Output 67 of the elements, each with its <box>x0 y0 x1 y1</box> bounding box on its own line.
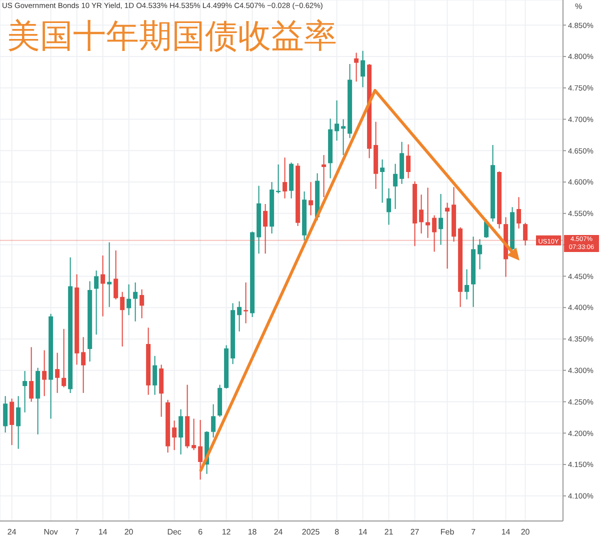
x-tick-label: 7 <box>471 528 476 536</box>
x-tick-label: 14 <box>501 528 511 536</box>
candlestick <box>62 328 66 388</box>
candlestick <box>22 370 28 413</box>
x-tick-label: 2025 <box>302 528 320 536</box>
candlestick <box>178 408 184 455</box>
x-tick-label: 6 <box>198 528 204 536</box>
candlestick <box>42 350 47 397</box>
x-tick-label: 27 <box>410 528 420 536</box>
x-tick-label: 12 <box>222 528 232 536</box>
x-tick-label: 20 <box>124 528 134 536</box>
candlestick <box>322 154 326 198</box>
candlestick <box>263 204 268 254</box>
candlestick <box>10 398 14 446</box>
candlestick <box>386 188 392 226</box>
candlestick <box>360 50 366 88</box>
x-tick-label: Dec <box>167 528 182 536</box>
x-tick-label: 7 <box>74 528 80 536</box>
candlestick <box>81 336 86 394</box>
candlestick <box>464 268 470 300</box>
candlestick <box>140 288 144 319</box>
candlestick <box>308 182 314 216</box>
candlestick <box>133 282 138 322</box>
candlestick <box>354 52 359 82</box>
candlestick <box>432 214 437 252</box>
x-tick-label: 20 <box>520 528 530 536</box>
candlestick <box>406 144 411 179</box>
x-tick-label: 18 <box>248 528 258 536</box>
candlestick <box>445 202 450 270</box>
candlestick <box>523 222 528 246</box>
candlestick <box>114 250 118 300</box>
candlestick <box>393 163 398 210</box>
candlestick <box>3 396 8 433</box>
candlestick <box>55 352 60 394</box>
text: 美国十年期国债收益率 <box>7 15 337 57</box>
candlestick <box>341 118 346 156</box>
candlestick <box>516 196 522 229</box>
candlestick <box>120 291 125 347</box>
x-tick-label: 14 <box>358 528 368 536</box>
candlestick <box>126 284 132 316</box>
x-tick-label: Feb <box>440 528 455 536</box>
candlestick <box>29 346 34 402</box>
x-tick-label: 8 <box>334 528 340 536</box>
candlestick <box>94 270 99 336</box>
x-tick-label: 24 <box>274 528 284 536</box>
candlestick <box>107 242 112 308</box>
candlestick <box>478 238 482 270</box>
candlestick <box>172 420 177 451</box>
candlestick <box>419 194 424 234</box>
candlestick <box>211 404 216 438</box>
candlestick <box>198 419 203 480</box>
candlestick <box>426 187 430 238</box>
x-tick-label: 14 <box>98 528 108 536</box>
x-tick-label: Nov <box>44 528 58 536</box>
candlestick <box>100 254 106 317</box>
x-tick-label: 24 <box>7 528 17 536</box>
candlestick <box>334 100 340 142</box>
candlestick <box>192 418 196 451</box>
candlestick <box>282 157 288 199</box>
y-axis-title: % <box>575 2 582 11</box>
candlestick <box>152 355 158 396</box>
x-tick-label: 21 <box>384 528 394 536</box>
candlestick <box>244 282 248 324</box>
candlestick <box>16 396 21 450</box>
candlestick <box>438 193 444 246</box>
candlestick <box>380 158 385 204</box>
candlestick <box>237 300 242 332</box>
